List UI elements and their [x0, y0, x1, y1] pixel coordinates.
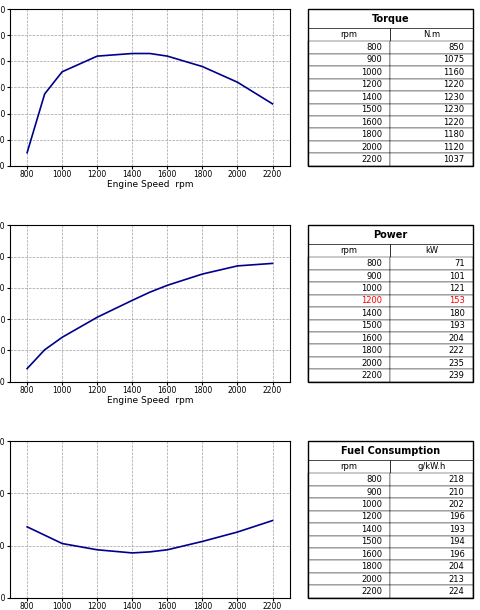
Text: Fuel Consumption: Fuel Consumption [341, 446, 440, 456]
X-axis label: Engine Speed  rpm: Engine Speed rpm [107, 181, 193, 189]
Text: Torque: Torque [372, 14, 409, 24]
X-axis label: Engine Speed  rpm: Engine Speed rpm [107, 396, 193, 405]
Text: Power: Power [373, 230, 408, 240]
